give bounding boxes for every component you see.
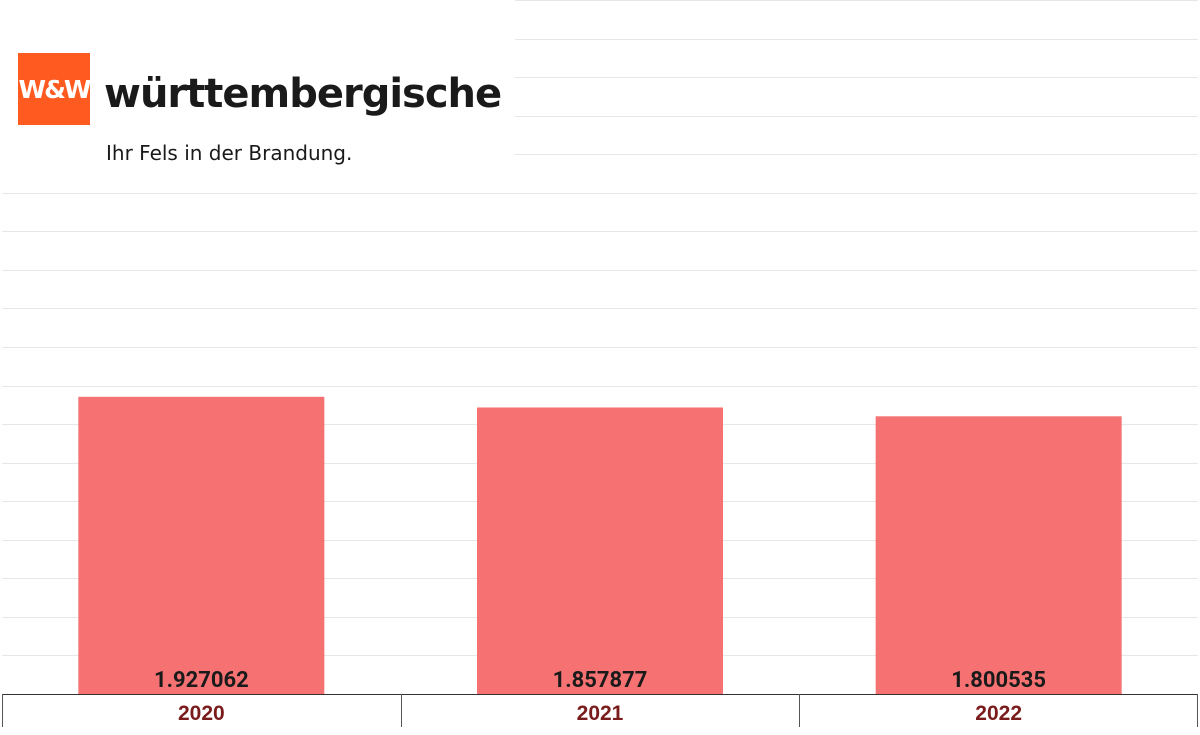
bars <box>78 396 1122 694</box>
bar-2020 <box>78 396 325 694</box>
category-label: 2021 <box>577 702 624 725</box>
category-label: 2020 <box>178 702 225 725</box>
value-label: 1.857877 <box>553 668 648 693</box>
category-label: 2022 <box>975 702 1022 725</box>
category-axis <box>2 694 1198 727</box>
value-label: 1.800535 <box>951 668 1046 693</box>
logo-panel: W&W württembergische Ihr Fels in der Bra… <box>0 0 515 186</box>
brand-tagline: Ihr Fels in der Brandung. <box>106 141 353 165</box>
brand-name: württembergische <box>104 71 502 117</box>
bar-2022 <box>875 416 1122 694</box>
value-label: 1.927062 <box>154 668 249 693</box>
ww-logo-icon: W&W <box>18 53 91 125</box>
labels: 1.927062 2020 1.857877 2021 1.800535 2022 <box>154 668 1046 725</box>
bar-2021 <box>477 407 723 694</box>
